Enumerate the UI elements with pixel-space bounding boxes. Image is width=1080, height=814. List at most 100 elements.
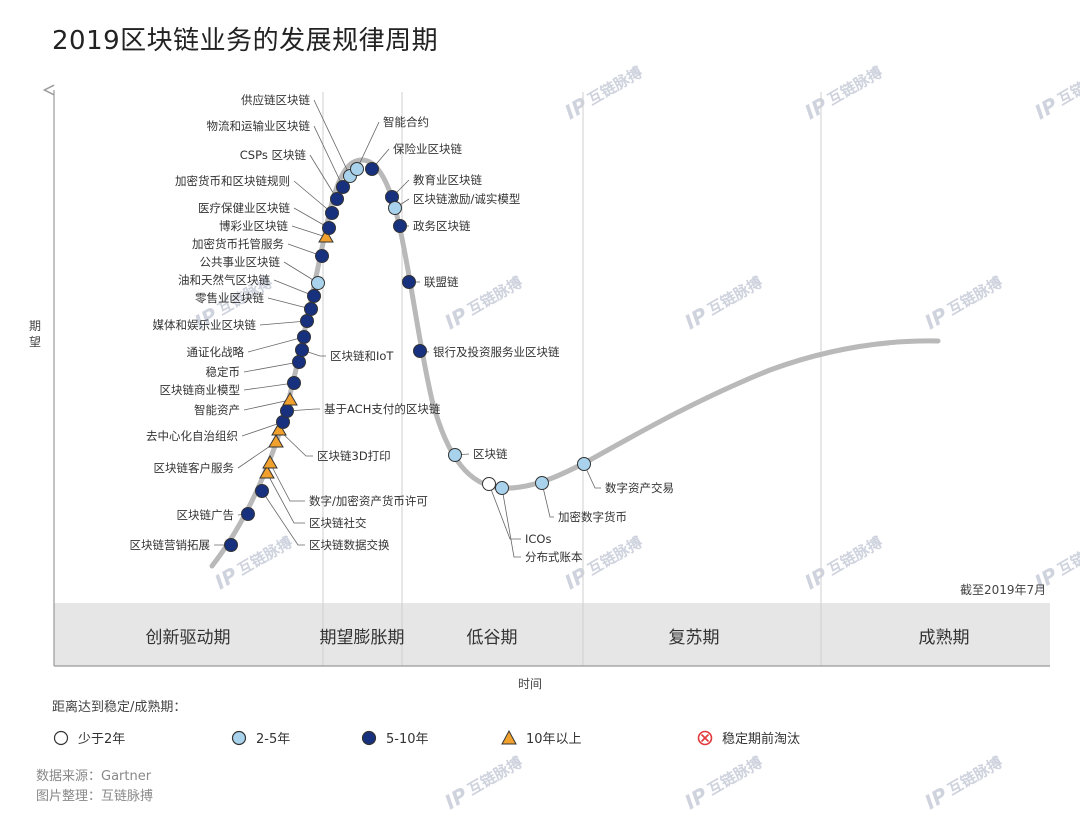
- point-label: 智能合约: [383, 115, 429, 129]
- point-marker-triangle: [262, 455, 278, 469]
- source-line-1: 数据来源：Gartner: [36, 769, 152, 784]
- legend-label: 10年以上: [526, 732, 582, 747]
- leader-line: [293, 180, 333, 214]
- point-label: 通证化战略: [187, 345, 245, 359]
- phase-label: 期望膨胀期: [320, 628, 405, 648]
- point-marker-circle: [413, 344, 427, 358]
- legend-label: 2-5年: [256, 732, 291, 747]
- leader-line: [313, 125, 344, 188]
- legend-item-lt2: 少于2年: [52, 728, 125, 747]
- point-label: 区块链: [473, 447, 508, 461]
- svg-text:互链脉搏: 互链脉搏: [235, 533, 296, 579]
- point-label: 教育业区块链: [413, 173, 482, 187]
- point-marker-circle: [402, 275, 416, 289]
- obsolete-x-icon: [697, 730, 713, 745]
- point-marker-circle: [287, 376, 301, 390]
- point-label: 智能资产: [194, 403, 240, 417]
- point-marker-triangle: [271, 422, 287, 436]
- point-marker-circle: [241, 507, 255, 521]
- point-marker-circle: [255, 484, 269, 498]
- phase-labels: 创新驱动期 期望膨胀期 低谷期 复苏期 成熟期: [146, 627, 970, 648]
- point-marker-circle: [315, 249, 329, 263]
- leader-line: [488, 483, 521, 540]
- point-label: 医疗保健业区块链: [198, 201, 290, 215]
- svg-text:互链脉搏: 互链脉搏: [1055, 533, 1080, 579]
- phase-band: [54, 603, 1050, 666]
- phase-label: 创新驱动期: [146, 628, 231, 648]
- leader-line: [243, 399, 291, 411]
- source-line-2: 图片整理：互链脉搏: [36, 789, 154, 804]
- leader-line: [261, 490, 305, 546]
- point-label: 供应链区块链: [241, 93, 310, 107]
- point-marker-circle: [350, 162, 364, 176]
- svg-text:互链脉搏: 互链脉搏: [945, 753, 1006, 799]
- point-label: 油和天然气区块链: [178, 273, 270, 287]
- leader-line: [286, 408, 320, 412]
- legend-title: 距离达到稳定/成熟期：: [52, 700, 187, 715]
- svg-text:互链脉搏: 互链脉搏: [825, 63, 886, 109]
- point-label: 区块链数据交换: [309, 538, 390, 552]
- point-marker-triangle: [282, 392, 298, 406]
- point-label: 区块链社交: [309, 516, 367, 530]
- legend-item-gt10: 10年以上: [500, 728, 582, 747]
- point-marker-circle: [322, 221, 336, 235]
- svg-text:互链脉搏: 互链脉搏: [465, 273, 526, 319]
- point-marker-circle: [482, 477, 496, 491]
- svg-text:互链脉搏: 互链脉搏: [825, 533, 886, 579]
- point-label: 区块链营销拓展: [130, 538, 211, 552]
- point-label: 分布式账本: [525, 550, 583, 564]
- svg-text:互链脉搏: 互链脉搏: [945, 273, 1006, 319]
- point-label: 数字资产交易: [605, 481, 674, 495]
- point-label: 数字/加密资产货币许可: [309, 494, 428, 508]
- point-marker-triangle: [268, 434, 284, 448]
- point-marker-circle: [365, 162, 379, 176]
- point-label: 物流和运输业区块链: [207, 119, 311, 133]
- point-marker-circle: [535, 476, 549, 490]
- point-label: 区块链和IoT: [330, 349, 394, 363]
- leader-line: [313, 99, 351, 177]
- point-label: 媒体和娱乐业区块链: [153, 318, 257, 332]
- point-marker-circle: [393, 219, 407, 233]
- leader-line: [259, 320, 308, 326]
- leader-line: [241, 421, 284, 437]
- legend-label: 稳定期前淘汰: [722, 732, 801, 747]
- point-label: CSPs 区块链: [240, 148, 307, 162]
- point-label: 加密货币和区块链规则: [175, 174, 290, 188]
- leader-line: [541, 482, 554, 518]
- point-marker-circle: [388, 201, 402, 215]
- point-label: ICOs: [525, 532, 551, 546]
- leader-line: [269, 462, 305, 502]
- leader-line: [291, 225, 327, 238]
- point-marker-circle: [495, 481, 509, 495]
- leader-line: [583, 463, 601, 489]
- point-label: 去中心化自治组织: [146, 429, 238, 443]
- phase-label: 复苏期: [669, 628, 720, 648]
- x-axis-label: 时间: [518, 677, 542, 691]
- point-marker-circle: [330, 192, 344, 206]
- point-label: 区块链激励/诚实模型: [413, 192, 520, 206]
- point-marker-circle: [297, 330, 311, 344]
- point-label: 政务区块链: [413, 219, 471, 233]
- point-label: 区块链3D打印: [317, 449, 391, 463]
- point-marker-triangle: [318, 229, 334, 243]
- point-label: 保险业区块链: [393, 142, 462, 156]
- leader-line: [273, 279, 315, 297]
- point-label: 加密数字货币: [558, 510, 627, 524]
- leader-line: [267, 297, 312, 310]
- point-marker-circle: [448, 448, 462, 462]
- point-label: 稳定币: [206, 365, 241, 379]
- point-label: 基于ACH支付的区块链: [324, 402, 441, 416]
- legend-label: 少于2年: [78, 732, 126, 747]
- legend-item-5to10: 5-10年: [360, 728, 429, 747]
